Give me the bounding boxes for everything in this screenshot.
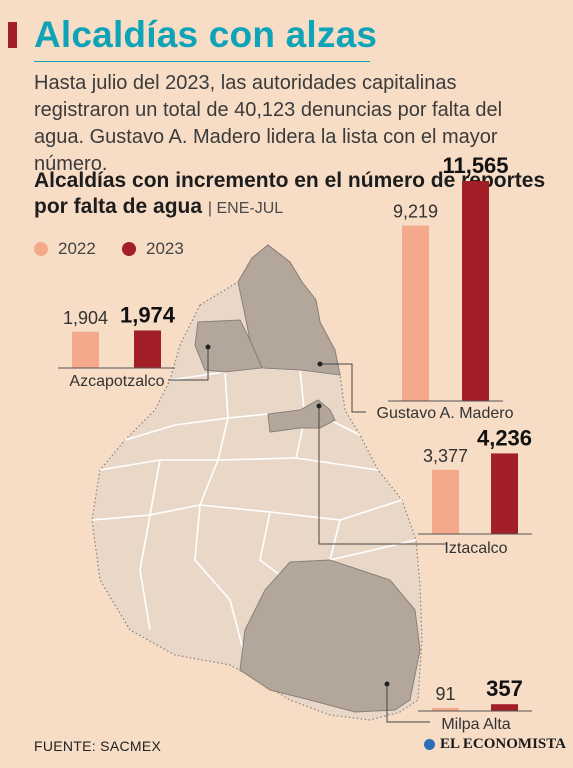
callout-lines [168, 347, 446, 723]
region-azcapotzalco [194, 319, 263, 373]
title-underline [34, 61, 370, 62]
bar-group-iztacalco: 3,377 4,236 Iztacalco [418, 425, 532, 557]
bar-groups: 1,904 1,974 Azcapotzalco 9,219 11,565 Gustavo… [58, 153, 532, 733]
value-label-gustavo-a-madero-2023: 11,565 [442, 153, 508, 178]
cdmx-map [91, 244, 446, 723]
bar-milpa-alta-2022 [432, 708, 459, 711]
category-label-iztacalco: Iztacalco [444, 540, 507, 557]
chart-subtitle: Alcaldías con incremento en el número de… [34, 168, 554, 222]
highlighted-regions [194, 244, 421, 713]
value-label-iztacalco-2022: 3,377 [423, 446, 468, 466]
bar-azcapotzalco-2023 [134, 330, 161, 368]
category-label-milpa-alta: Milpa Alta [441, 716, 510, 733]
region-milpa-alta [239, 559, 421, 713]
bar-gustavo-a-madero-2023 [462, 181, 489, 401]
callout-line-azcapotzalco [168, 347, 209, 381]
bar-iztacalco-2023 [491, 453, 518, 534]
value-label-milpa-alta-2023: 357 [486, 676, 523, 701]
legend-swatch-2022 [34, 242, 48, 256]
value-label-azcapotzalco-2023: 1,974 [120, 302, 176, 327]
period-value: ENE-JUL [216, 200, 284, 217]
callout-dot-azcapotzalco [205, 344, 211, 350]
bar-group-gustavo-a-madero: 9,219 11,565 Gustavo A. Madero [377, 153, 514, 422]
bar-group-milpa-alta: 91 357 Milpa Alta [418, 676, 532, 733]
bar-gustavo-a-madero-2022 [402, 225, 429, 401]
callout-line-milpa-alta [386, 684, 430, 723]
value-label-iztacalco-2023: 4,236 [477, 425, 532, 450]
callout-dot-milpa-alta [384, 681, 390, 687]
legend-label-2023: 2023 [146, 239, 184, 258]
title-accent-bar [8, 22, 17, 48]
legend-item-2022: 2022 [34, 239, 96, 259]
brand-logo: EL ECONOMISTA [424, 736, 566, 753]
bar-azcapotzalco-2022 [72, 331, 99, 368]
callout-line-gustavo-a-madero [320, 363, 366, 413]
bar-milpa-alta-2023 [491, 704, 518, 711]
callout-dot-iztacalco [316, 403, 322, 409]
callout-line-iztacalco [318, 406, 446, 545]
page-title: Alcaldías con alzas [34, 14, 378, 55]
intro-text: Hasta julio del 2023, las autoridades ca… [34, 72, 503, 175]
legend-swatch-2023 [122, 242, 136, 256]
legend-item-2023: 2023 [122, 239, 184, 259]
category-label-gustavo-a-madero: Gustavo A. Madero [377, 405, 514, 422]
category-label-azcapotzalco: Azcapotzalco [69, 373, 164, 390]
callout-dot-gustavo-a-madero [317, 361, 323, 367]
period-label: | ENE-JUL [207, 200, 284, 217]
bar-group-azcapotzalco: 1,904 1,974 Azcapotzalco [58, 302, 176, 390]
bar-iztacalco-2022 [432, 469, 459, 534]
value-label-milpa-alta-2022: 91 [435, 684, 455, 704]
legend-label-2022: 2022 [58, 239, 96, 258]
value-label-azcapotzalco-2022: 1,904 [63, 308, 108, 328]
value-label-gustavo-a-madero-2022: 9,219 [393, 202, 438, 222]
callout-dots [205, 344, 390, 687]
chart-subtitle-text: Alcaldías con incremento en el número de… [34, 169, 546, 218]
brand-mark-icon [424, 739, 435, 750]
source-note: FUENTE: SACMEX [34, 738, 162, 754]
brand-name: EL ECONOMISTA [440, 736, 566, 752]
